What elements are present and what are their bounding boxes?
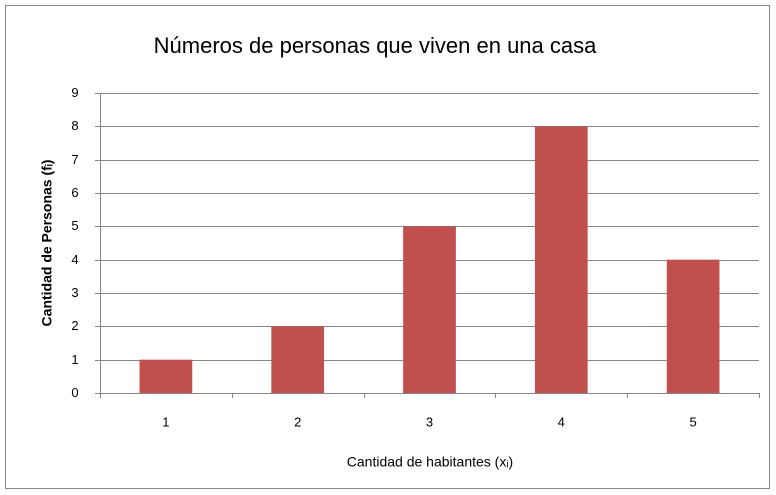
x-tick-label: 3 (426, 414, 433, 429)
y-tick-label: 8 (71, 118, 78, 133)
x-tick-label: 5 (689, 414, 696, 429)
bar (666, 259, 720, 393)
x-tick-label: 2 (294, 414, 301, 429)
y-tick-label: 0 (71, 385, 78, 400)
x-tick-label: 4 (558, 414, 565, 429)
bar (271, 326, 325, 393)
y-tick-label: 4 (71, 252, 78, 267)
y-tick-label: 2 (71, 318, 78, 333)
bar (534, 126, 588, 393)
chart-title: Números de personas que viven en una cas… (154, 33, 597, 58)
y-axis-label: Cantidad de Personas (fᵢ) (39, 160, 55, 327)
y-tick-label: 9 (71, 85, 78, 100)
y-tick-label: 6 (71, 185, 78, 200)
chart-frame (5, 5, 770, 489)
x-tick-label: 1 (162, 414, 169, 429)
y-tick-label: 1 (71, 352, 78, 367)
bar (139, 359, 193, 393)
x-axis-label: Cantidad de habitantes (xᵢ) (347, 454, 513, 470)
bar (403, 226, 456, 393)
y-tick-label: 3 (71, 285, 78, 300)
y-tick-label: 7 (71, 152, 78, 167)
y-tick-label: 5 (71, 218, 78, 233)
